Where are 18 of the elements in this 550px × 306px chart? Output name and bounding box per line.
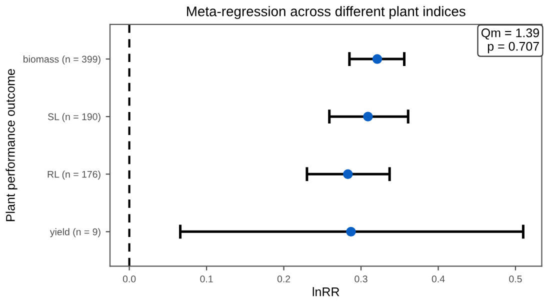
x-tick-label: 0.1 — [200, 276, 213, 282]
y-tick-label: yield (n = 9) — [50, 228, 100, 238]
point — [363, 112, 373, 122]
y-tick-label: biomass (n = 399) — [24, 55, 100, 65]
point — [343, 169, 353, 179]
point — [372, 54, 382, 64]
point — [346, 226, 356, 237]
y-axis-title: Plant performance outcome — [6, 69, 18, 222]
x-tick-label: 0.5 — [509, 276, 522, 282]
y-tick-label: RL (n = 176) — [48, 170, 100, 180]
x-tick-label: 0.4 — [432, 276, 445, 282]
y-tick-label: SL (n = 190) — [48, 113, 100, 122]
x-tick-label: 0.0 — [122, 276, 136, 282]
x-tick-label: 0.2 — [277, 276, 290, 282]
chart-title: Meta-regression across different plant indices — [187, 6, 466, 20]
annotation: Qm = 1.39 p = 0.707 — [481, 28, 539, 54]
x-axis-title: lnRR — [312, 287, 340, 296]
x-tick-label: 0.3 — [354, 276, 368, 282]
